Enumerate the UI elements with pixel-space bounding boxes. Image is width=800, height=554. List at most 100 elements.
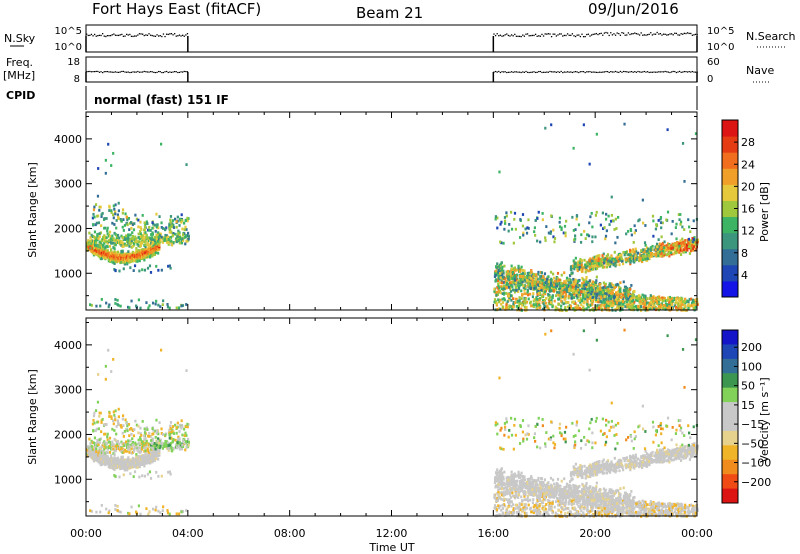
power-cell bbox=[547, 307, 550, 311]
power-cell bbox=[115, 234, 118, 238]
nsky-point bbox=[538, 35, 540, 37]
power-cell bbox=[172, 241, 175, 244]
freq-point bbox=[579, 71, 582, 73]
power-cell bbox=[547, 292, 550, 296]
power-cell bbox=[100, 257, 104, 260]
power-cell bbox=[674, 297, 678, 301]
power-cell bbox=[683, 179, 686, 183]
freq-point bbox=[546, 71, 548, 73]
freq-point bbox=[630, 70, 633, 73]
power-cell bbox=[133, 222, 136, 225]
power-cell bbox=[692, 219, 695, 223]
freq-point bbox=[138, 71, 141, 73]
power-cell bbox=[629, 251, 632, 255]
power-cell bbox=[502, 271, 505, 275]
power-cell bbox=[537, 270, 540, 274]
power-cell bbox=[139, 252, 143, 255]
power-cell bbox=[531, 279, 534, 283]
freq-point bbox=[675, 71, 678, 74]
power-cell bbox=[95, 304, 98, 308]
power-cell bbox=[630, 254, 633, 258]
power-cell bbox=[595, 262, 598, 265]
power-cell bbox=[654, 296, 657, 300]
power-cell bbox=[499, 222, 502, 226]
power-cell bbox=[574, 281, 577, 285]
power-cell bbox=[648, 251, 651, 255]
power-cell bbox=[660, 235, 663, 239]
freq-point bbox=[606, 71, 609, 73]
power-cell bbox=[610, 295, 613, 299]
power-cell bbox=[596, 264, 599, 268]
power-cell bbox=[99, 246, 102, 250]
power-cell bbox=[521, 224, 525, 228]
velocity-cell bbox=[98, 450, 101, 453]
power-cell bbox=[145, 253, 148, 257]
power-cell bbox=[677, 249, 680, 253]
nsky-point bbox=[573, 35, 575, 37]
power-cell bbox=[171, 222, 174, 226]
power-cell bbox=[608, 292, 611, 296]
nsky-point bbox=[560, 33, 562, 35]
power-cell bbox=[105, 256, 108, 260]
power-cell bbox=[663, 240, 666, 244]
power-cell bbox=[642, 298, 646, 302]
ytick-label: 4000 bbox=[54, 133, 82, 146]
power-cell bbox=[681, 297, 684, 301]
power-cell bbox=[575, 262, 578, 265]
power-cell bbox=[623, 300, 626, 304]
nsky-point bbox=[688, 32, 690, 35]
power-cell bbox=[507, 285, 511, 289]
power-cell bbox=[572, 290, 575, 294]
power-cell bbox=[108, 244, 112, 248]
power-cell bbox=[103, 251, 106, 255]
power-cell bbox=[111, 237, 114, 241]
power-cell bbox=[593, 264, 596, 268]
power-cell bbox=[120, 249, 123, 253]
power-cell bbox=[673, 251, 677, 255]
freq-point bbox=[645, 71, 647, 73]
power-cell bbox=[574, 293, 577, 296]
nsky-point bbox=[98, 34, 101, 37]
nsky-point bbox=[534, 33, 537, 35]
power-cell bbox=[690, 245, 693, 248]
power-cell bbox=[111, 252, 114, 256]
freq-point bbox=[544, 71, 546, 73]
power-cell bbox=[122, 218, 125, 221]
power-cell bbox=[177, 229, 180, 233]
power-cell bbox=[502, 281, 505, 284]
power-cell bbox=[533, 230, 536, 234]
power-cell bbox=[659, 250, 662, 254]
power-cell bbox=[626, 229, 630, 233]
power-cell bbox=[601, 286, 604, 290]
power-cell bbox=[676, 302, 679, 305]
power-cell bbox=[616, 301, 619, 305]
power-cell bbox=[543, 290, 547, 294]
power-cell bbox=[549, 281, 553, 285]
power-cell bbox=[638, 297, 642, 301]
freq-point bbox=[550, 71, 553, 73]
power-cell bbox=[576, 288, 580, 292]
power-cell bbox=[98, 240, 101, 244]
power-cell bbox=[659, 303, 663, 307]
power-cell bbox=[120, 244, 123, 247]
power-cell bbox=[152, 249, 155, 252]
power-cell bbox=[667, 252, 670, 256]
nsky-point bbox=[670, 33, 673, 35]
power-cell bbox=[686, 248, 689, 252]
power-cell bbox=[588, 221, 591, 225]
power-cell bbox=[521, 277, 524, 281]
power-cell bbox=[116, 257, 120, 261]
power-cell bbox=[119, 255, 122, 259]
power-cell bbox=[616, 235, 619, 239]
power-cell bbox=[136, 256, 139, 260]
power-cell bbox=[565, 279, 568, 283]
power-cell bbox=[595, 279, 598, 283]
power-cell bbox=[538, 298, 541, 302]
power-cell bbox=[647, 247, 650, 251]
power-cell bbox=[140, 256, 144, 260]
power-cell bbox=[570, 296, 573, 300]
nsky-point bbox=[602, 34, 604, 36]
power-cell bbox=[670, 232, 673, 236]
power-cell bbox=[512, 272, 516, 276]
power-cell bbox=[599, 300, 602, 304]
